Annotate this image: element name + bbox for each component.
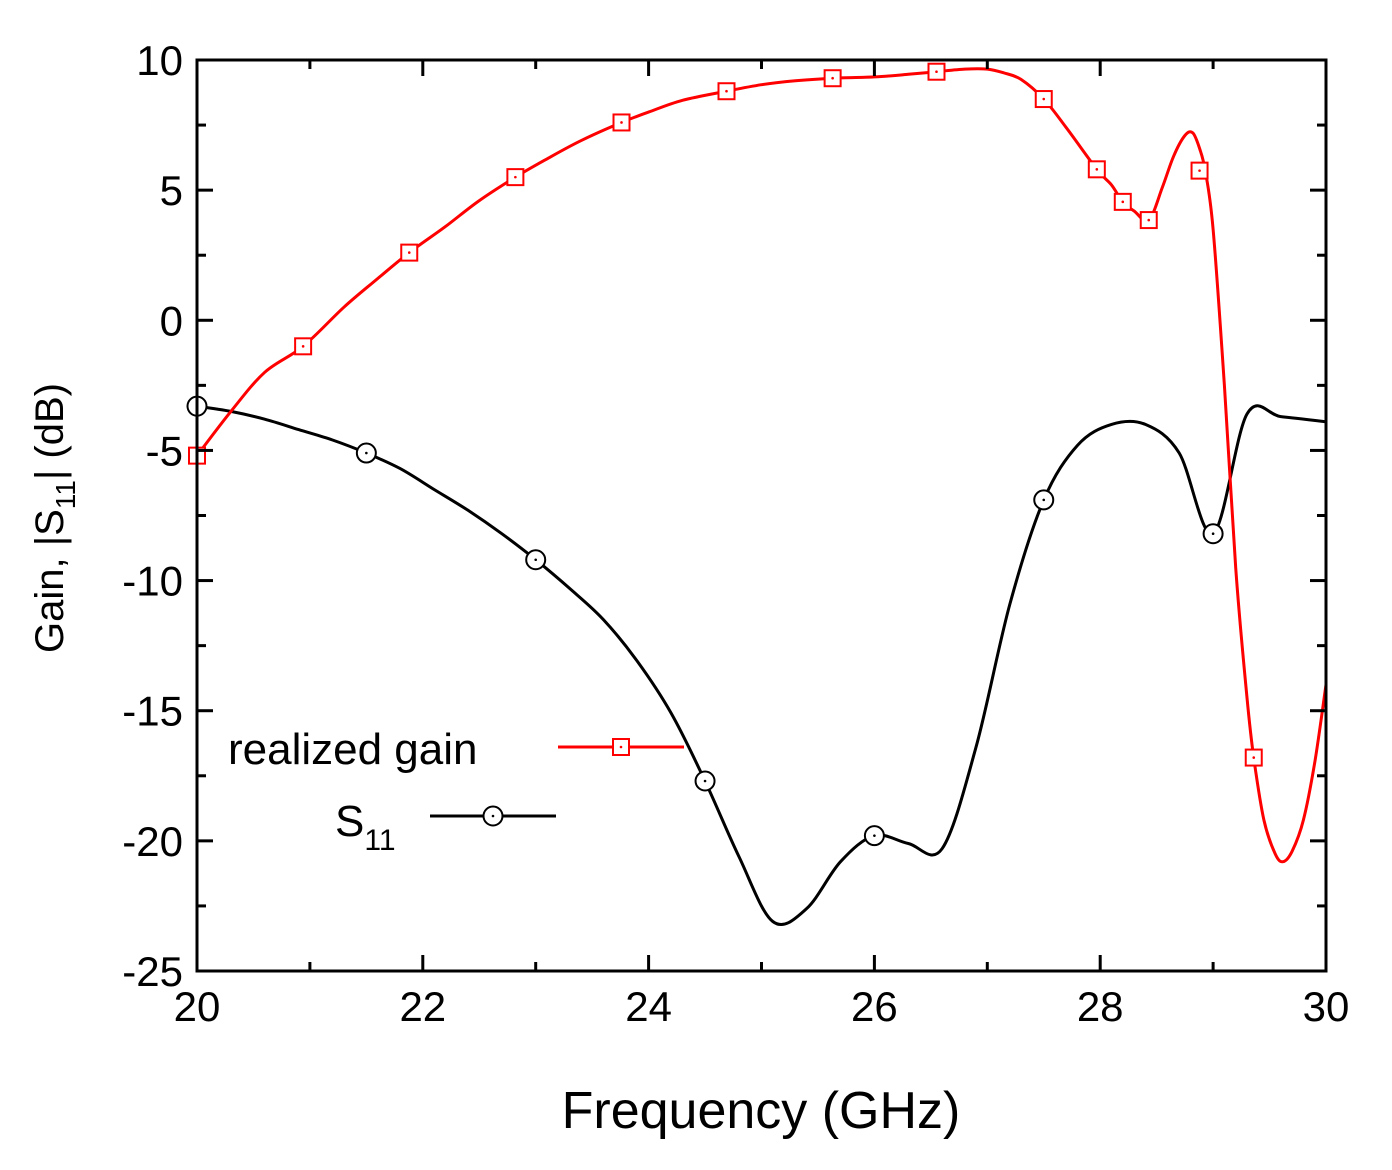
y-tick-label: -5 (146, 427, 183, 474)
x-tick-label: 22 (399, 983, 446, 1030)
y-tick-label: -25 (122, 948, 183, 995)
data-point-dot-gain (831, 76, 834, 80)
y-tick-label: 10 (136, 37, 183, 84)
y-axis-title-sub: 11 (50, 480, 81, 509)
data-point-dot-gain (935, 70, 938, 74)
y-axis-title-post: | (dB) (28, 383, 72, 480)
data-point-dot-gain (301, 345, 305, 348)
x-axis-title: Frequency (GHz) (562, 1082, 961, 1140)
data-point-dot-gain (407, 251, 411, 254)
y-tick-label: -20 (122, 818, 183, 865)
data-point-dot-s11 (534, 558, 537, 562)
x-tick-label: 20 (174, 983, 221, 1030)
series-s11 (197, 404, 1326, 927)
legend-label-s11: S11 (335, 797, 396, 857)
x-tick-label: 26 (851, 983, 898, 1030)
legend: realized gain S11 (228, 725, 684, 857)
y-tick-label: 5 (160, 167, 183, 214)
series-layer (186, 62, 1326, 927)
data-point-dot-s11 (873, 834, 876, 837)
data-point-dot-gain (1198, 169, 1201, 172)
legend-marker-s11-dot (491, 814, 495, 818)
tick-layer (195, 58, 1328, 973)
legend-entry-s11: S11 (335, 797, 556, 857)
y-axis-title-pre: Gain, |S (28, 509, 72, 653)
markers-s11 (186, 395, 1224, 847)
data-point-dot-s11 (365, 451, 368, 455)
data-point-dot-gain (620, 121, 623, 124)
data-point-dot-gain (1121, 200, 1125, 204)
y-tick-labels: 10 5 0 -5 -10 -15 -20 -25 (122, 37, 183, 995)
y-tick-label: 0 (160, 297, 183, 344)
data-point-dot-gain (1095, 168, 1099, 171)
x-tick-label: 28 (1077, 983, 1124, 1030)
series-line-s11 (197, 404, 1326, 927)
data-point-dot-s11 (1211, 532, 1215, 536)
legend-label-s11-main: S (335, 797, 364, 846)
data-point-dot-gain (514, 175, 517, 179)
data-point-dot-s11 (703, 779, 707, 783)
y-tick-label: -10 (122, 558, 183, 605)
y-axis-title: Gain, |S11| (dB) (28, 383, 81, 653)
legend-entry-gain: realized gain (228, 725, 684, 774)
data-point-dot-s11 (1042, 498, 1046, 502)
x-tick-label: 24 (625, 983, 672, 1030)
y-tick-label: -15 (122, 688, 183, 735)
data-point-dot-gain (1042, 97, 1046, 101)
data-point-dot-gain (725, 89, 728, 93)
data-point-dot-gain (1147, 218, 1151, 222)
data-point-dot-gain (1252, 756, 1256, 759)
x-tick-label: 30 (1303, 983, 1350, 1030)
legend-marker-gain-dot (619, 745, 623, 749)
legend-label-s11-sub: 11 (364, 824, 395, 857)
markers-gain (188, 62, 1263, 767)
x-tick-labels: 20 22 24 26 28 30 (174, 983, 1350, 1030)
legend-label-gain: realized gain (228, 725, 478, 774)
